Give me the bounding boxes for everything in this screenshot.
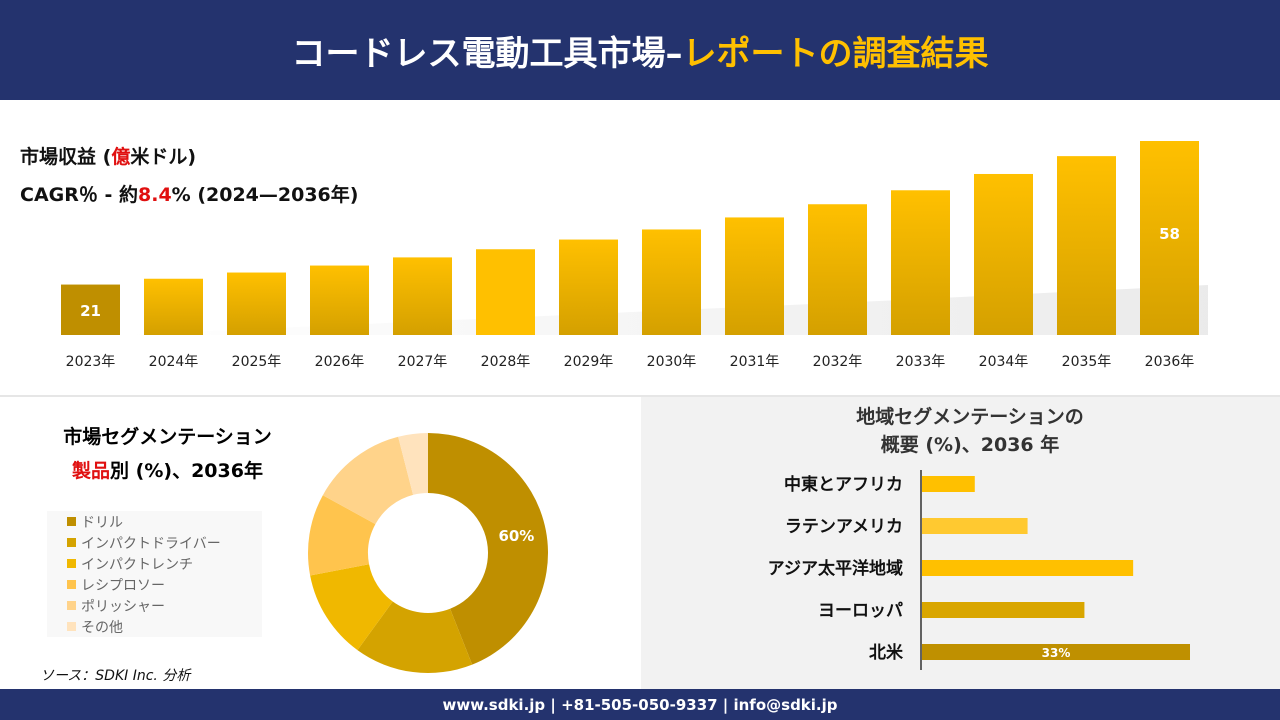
x-tick-label: 2033年 [896,354,946,370]
revenue-label: 市場収益 (億米ドル) [20,138,358,176]
x-tick-label: 2035年 [1062,354,1112,370]
region-label: 北米 [869,642,904,663]
legend-item: インパクトドライバー [67,532,262,553]
donut-slice [310,564,393,651]
bar [61,284,120,335]
region-bar [922,602,1085,618]
x-tick-label: 2031年 [730,354,780,370]
region-label: ヨーロッパ [818,601,903,621]
x-tick-label: 2027年 [398,354,448,370]
segment-title: 市場セグメンテーション 製品別 (%)、2036年 [0,420,335,488]
legend-label: インパクトレンチ [81,556,193,573]
x-tick-label: 2025年 [232,354,282,370]
x-tick-label: 2030年 [647,354,697,370]
bar [476,249,535,335]
legend-item: ドリル [67,511,262,532]
cagr-pre: CAGR％ - 約 [20,184,138,206]
header-banner: コードレス電動工具市場– レポートの調査結果 [0,0,1280,100]
segment-title-red: 製品 [72,460,111,482]
legend-label: ポリッシャー [81,598,165,615]
legend-item: ポリッシャー [67,595,262,616]
bar [642,229,701,335]
data-label: 21 [80,302,101,320]
region-title: 地域セグメンテーションの 概要 (%)、2036 年 [800,403,1140,459]
legend-item: レシプロソー [67,574,262,595]
bar [725,217,784,335]
x-tick-label: 2029年 [564,354,614,370]
bar [559,239,618,335]
rev-red: 億 [111,146,131,168]
title-yellow: レポートの調査結果 [682,33,989,74]
region-bar [922,518,1028,534]
x-tick-label: 2023年 [66,354,116,370]
bar [891,190,950,335]
x-tick-label: 2034年 [979,354,1029,370]
legend-swatch [67,517,76,526]
donut-slice [398,433,428,495]
donut-slice [357,601,473,673]
donut-legend: ドリルインパクトドライバー インパクトレンチ レシプロソー ポリッシャー その他 [47,511,262,637]
x-tick-label: 2026年 [315,354,365,370]
legend-label: インパクトドライバー [81,535,221,552]
legend-swatch [67,538,76,547]
bar [808,204,867,335]
revenue-bar-chart: 2023年 21 2024年 2025年 2026年 2027年 2028年 2029年 203… [61,141,1208,370]
segment-title-line1: 市場セグメンテーション [63,426,272,448]
legend-swatch [67,601,76,610]
legend-swatch [67,622,76,631]
x-tick-label: 2028年 [481,354,531,370]
bar [310,265,369,335]
donut-slice [428,433,549,665]
donut-slice [322,436,414,525]
rev-post: 米ドル) [130,146,197,168]
source-note: ソース：SDKI Inc. 分析 [40,668,191,684]
region-data-label: 33% [1042,646,1071,660]
cagr-post: % (2024—2036年) [171,184,359,206]
legend-swatch [67,580,76,589]
segment-title-rest: 別 (%)、2036年 [110,460,263,482]
x-tick-label: 2024年 [149,354,199,370]
bar [144,278,203,335]
legend-label: ドリル [81,514,123,531]
legend-label: その他 [81,619,123,636]
region-panel [641,397,1280,689]
bar [227,272,286,335]
data-label: 58 [1159,225,1180,243]
donut-data-label: 60% [498,527,534,545]
region-bar [922,644,1190,660]
title-white: コードレス電動工具市場– [291,33,683,74]
region-title-line1: 地域セグメンテーションの [856,406,1084,428]
region-label: 中東とアフリカ [784,474,903,495]
legend-label: レシプロソー [81,577,165,594]
chart-info: 市場収益 (億米ドル) CAGR％ - 約8.4% (2024—2036年) [20,138,358,214]
bar [1057,156,1116,335]
cagr-label: CAGR％ - 約8.4% (2024—2036年) [20,176,358,214]
region-bar [922,476,975,492]
bar [974,173,1033,335]
donut-slice [308,495,376,576]
legend-swatch [67,559,76,568]
region-label: アジア太平洋地域 [768,558,903,579]
x-tick-label: 2032年 [813,354,863,370]
footer: www.sdki.jp | +81-505-050-9337 | info@sd… [0,689,1280,720]
legend-item: その他 [67,616,262,637]
region-label: ラテンアメリカ [785,517,903,537]
region-title-line2: 概要 (%)、2036 年 [880,434,1060,456]
bar [393,257,452,335]
bar [1140,141,1199,335]
legend-item: インパクトレンチ [67,553,262,574]
divider [0,395,1280,397]
cagr-value: 8.4 [138,184,172,206]
x-tick-label: 2036年 [1145,354,1195,370]
product-donut-chart: 60% [308,433,549,673]
region-bar [922,560,1134,576]
rev-pre: 市場収益 ( [20,146,112,168]
